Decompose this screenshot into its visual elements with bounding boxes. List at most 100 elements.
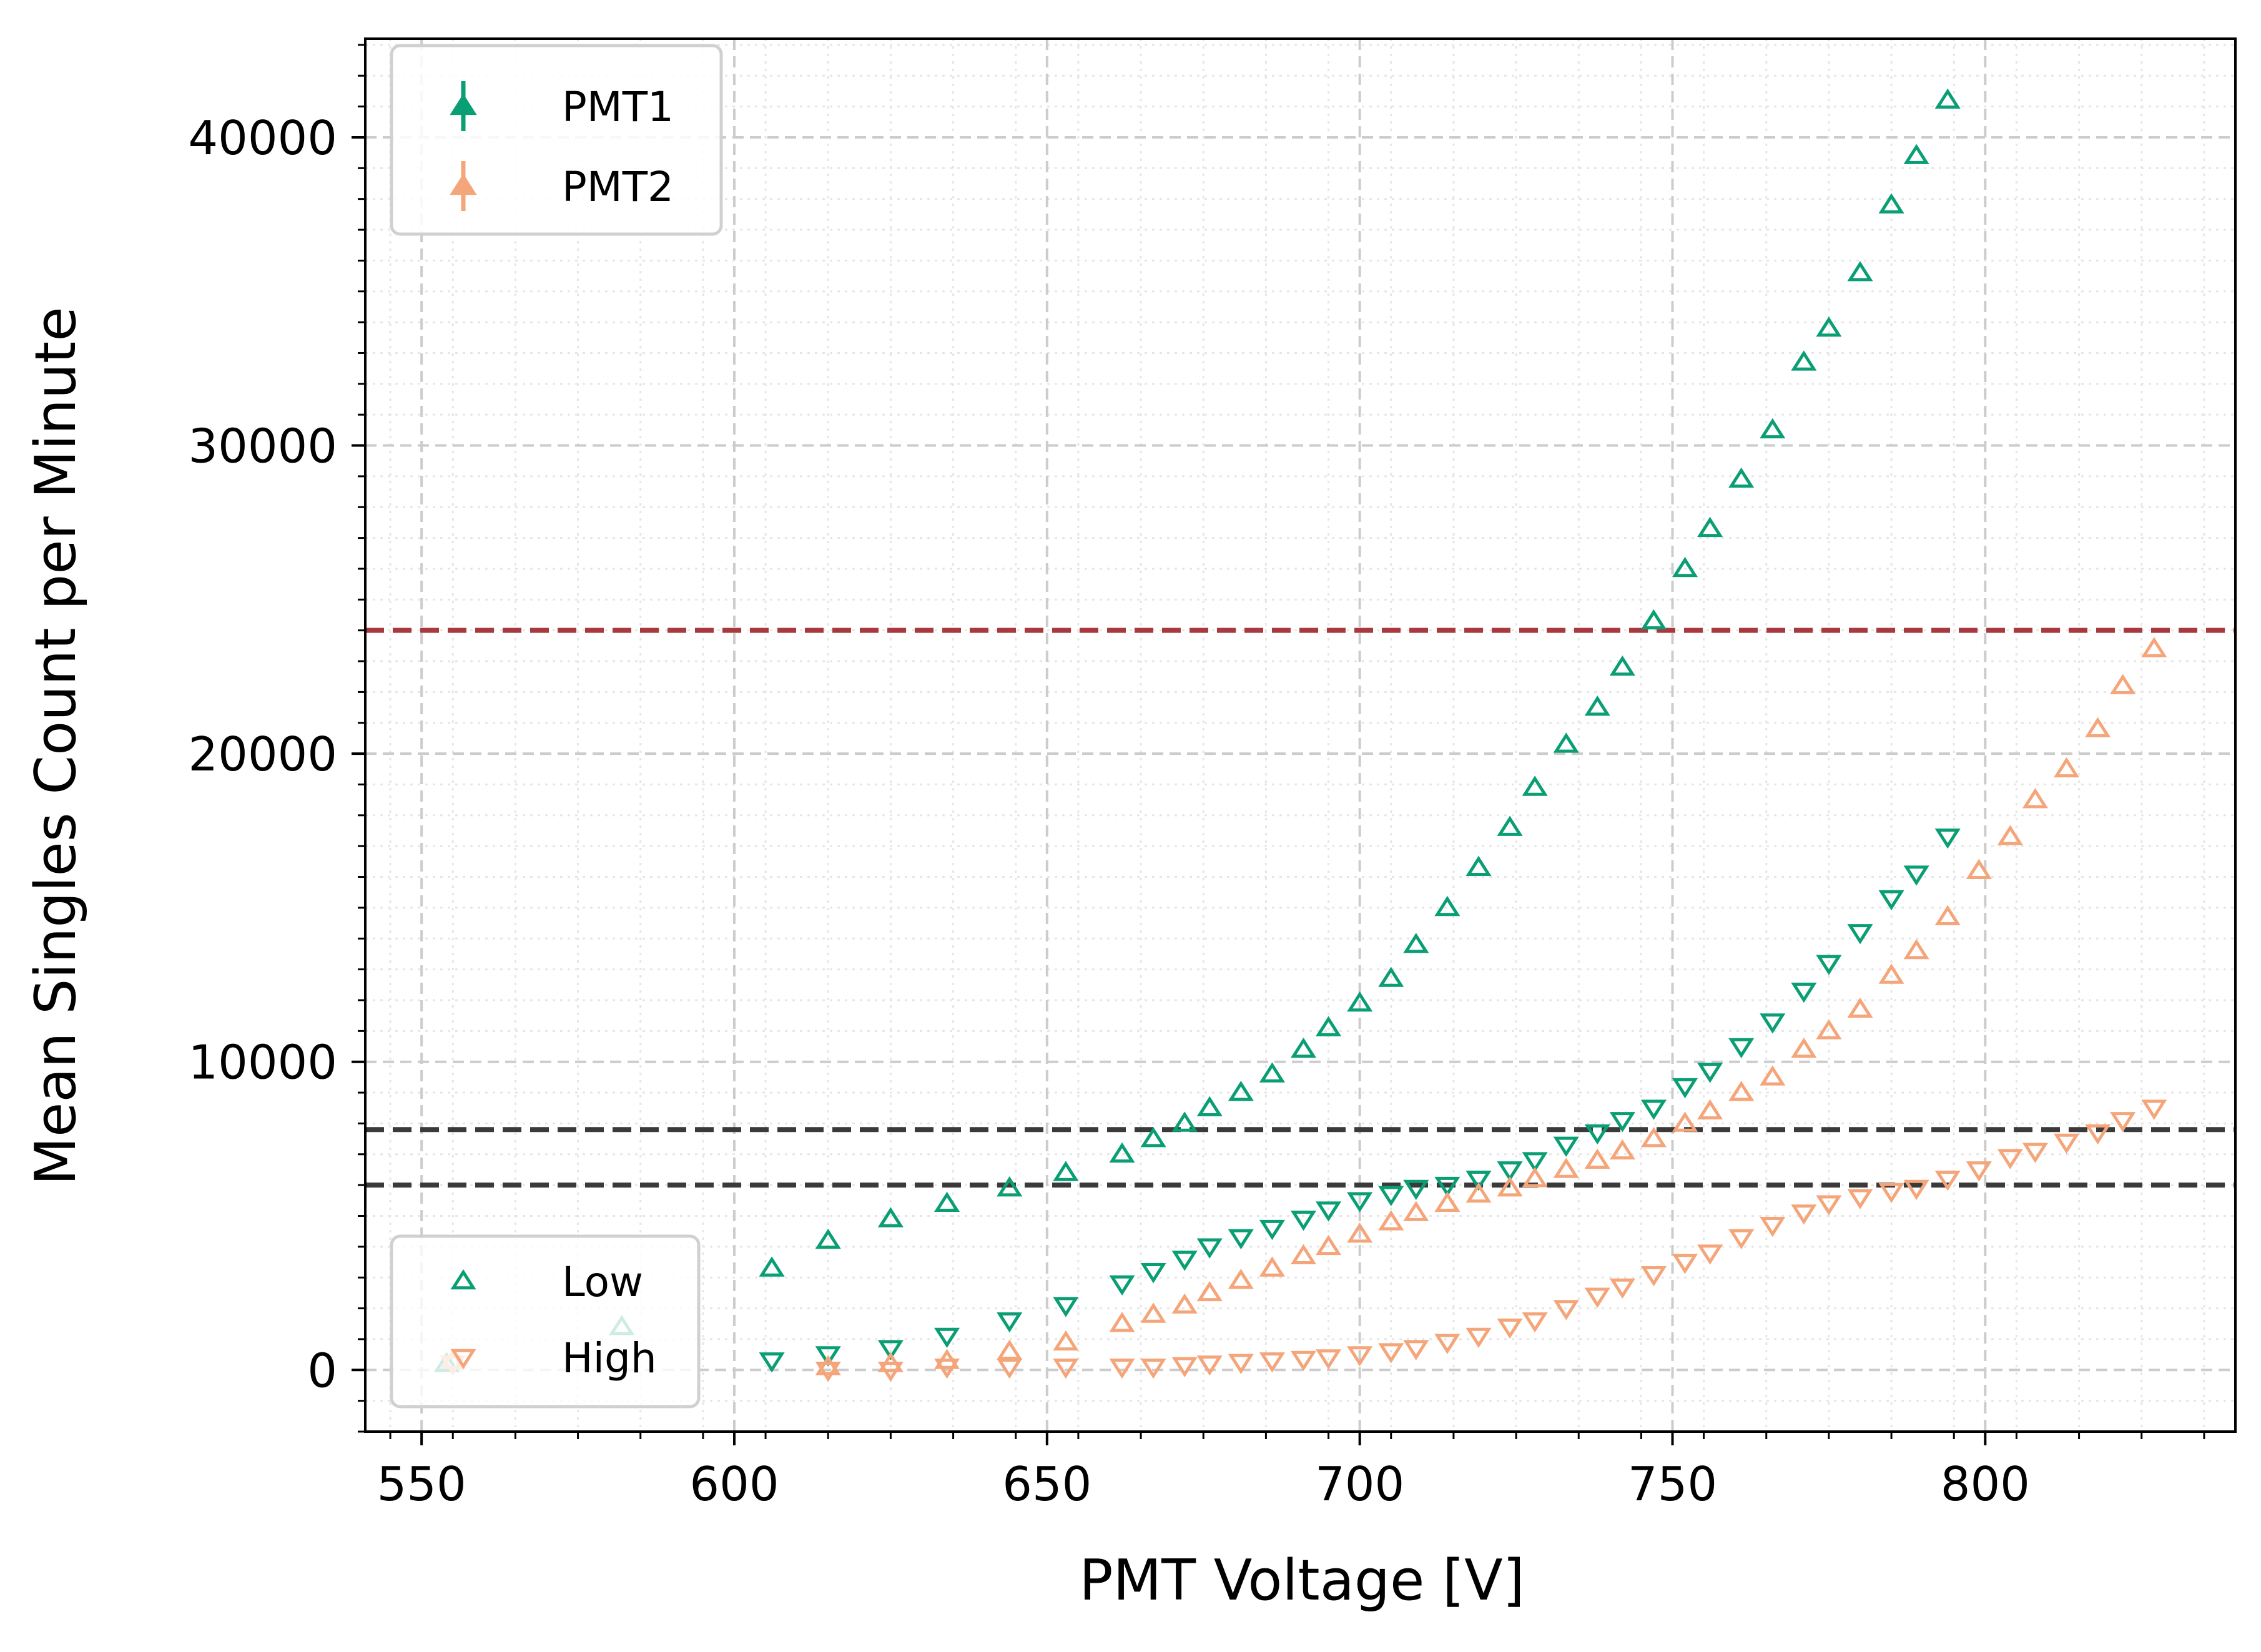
data-point bbox=[1584, 1148, 1610, 1169]
data-point bbox=[1672, 556, 1698, 578]
data-point bbox=[1259, 1352, 1285, 1373]
data-point bbox=[1640, 1266, 1667, 1287]
triangle-down-icon bbox=[450, 1349, 476, 1370]
data-point bbox=[815, 1361, 841, 1382]
data-point bbox=[2053, 1133, 2080, 1154]
x-tick-label: 700 bbox=[1315, 1457, 1404, 1512]
data-point bbox=[1609, 1139, 1635, 1160]
x-tick-label: 800 bbox=[1941, 1457, 2030, 1512]
data-point bbox=[1403, 1179, 1429, 1201]
data-point bbox=[1609, 1112, 1635, 1133]
data-point bbox=[1196, 1355, 1223, 1376]
data-point bbox=[1609, 1278, 1635, 1299]
data-point bbox=[1791, 1204, 1817, 1225]
data-point bbox=[1228, 1229, 1254, 1250]
y-tick-label: 30000 bbox=[188, 419, 337, 474]
y-tick-label: 10000 bbox=[188, 1035, 337, 1090]
data-point bbox=[997, 1312, 1023, 1333]
data-point bbox=[1997, 825, 2023, 845]
data-point bbox=[877, 1207, 904, 1227]
data-point bbox=[1816, 1019, 1842, 1040]
data-point bbox=[1728, 1038, 1755, 1059]
data-point bbox=[997, 1176, 1023, 1197]
data-point bbox=[1171, 1251, 1198, 1271]
data-point bbox=[1465, 1327, 1492, 1349]
legend-marker-icon bbox=[450, 174, 477, 195]
data-point bbox=[1196, 1281, 1223, 1302]
data-point bbox=[2085, 717, 2111, 737]
y-tick-label: 20000 bbox=[188, 727, 337, 782]
data-point bbox=[759, 1256, 785, 1277]
data-point bbox=[1434, 895, 1461, 917]
data-point bbox=[1640, 1099, 1667, 1120]
data-point bbox=[1465, 1170, 1492, 1191]
data-point bbox=[2110, 674, 2136, 694]
plot-frame bbox=[364, 37, 2237, 1433]
data-point bbox=[1053, 1161, 1079, 1181]
data-point bbox=[2085, 1124, 2111, 1145]
data-point bbox=[1816, 316, 1842, 337]
grid bbox=[365, 39, 2235, 1433]
data-point bbox=[1640, 1127, 1667, 1148]
data-point bbox=[1053, 1359, 1079, 1379]
data-point bbox=[1816, 955, 1842, 975]
data-point bbox=[1290, 1244, 1317, 1264]
data-point bbox=[1140, 1359, 1166, 1379]
data-point bbox=[1553, 1136, 1579, 1158]
data-point bbox=[1497, 1176, 1523, 1197]
data-point bbox=[1728, 467, 1755, 488]
data-point bbox=[997, 1359, 1023, 1379]
data-point bbox=[1497, 1318, 1523, 1339]
data-point bbox=[1760, 418, 1786, 439]
data-point bbox=[1522, 775, 1548, 796]
data-point bbox=[1347, 1192, 1373, 1212]
data-point bbox=[934, 1359, 960, 1379]
data-point bbox=[1347, 991, 1373, 1012]
data-point bbox=[1290, 1037, 1317, 1058]
data-point bbox=[1378, 966, 1404, 987]
data-point bbox=[1259, 1219, 1285, 1241]
data-point bbox=[1791, 1037, 1817, 1058]
data-point bbox=[1553, 1300, 1579, 1320]
data-point bbox=[1403, 933, 1429, 953]
data-point bbox=[1878, 963, 1904, 984]
data-point bbox=[1290, 1350, 1317, 1372]
data-point bbox=[1903, 938, 1929, 960]
data-point bbox=[1553, 732, 1579, 753]
data-point bbox=[877, 1361, 904, 1382]
data-point bbox=[1672, 1111, 1698, 1132]
data-point bbox=[1434, 1176, 1461, 1197]
data-point bbox=[1697, 1063, 1723, 1083]
data-point bbox=[1140, 1263, 1166, 1284]
data-point bbox=[1378, 1186, 1404, 1207]
data-point bbox=[1903, 865, 1929, 886]
data-point bbox=[1316, 1349, 1342, 1370]
tick-labels: 550 600 650 700 750 800 0 10000 20000 30000 40000 bbox=[188, 111, 2030, 1512]
data-point bbox=[2141, 637, 2167, 657]
data-point bbox=[1109, 1359, 1135, 1379]
data-point bbox=[1434, 1191, 1461, 1212]
y-tick-label: 40000 bbox=[188, 111, 337, 165]
data-point bbox=[1378, 1210, 1404, 1231]
data-point bbox=[1791, 982, 1817, 1003]
data-point bbox=[1903, 144, 1929, 164]
data-point bbox=[1378, 1343, 1404, 1364]
data-point bbox=[1109, 1312, 1135, 1332]
data-point bbox=[815, 1346, 841, 1367]
data-point bbox=[1816, 1195, 1842, 1216]
x-tick-label: 750 bbox=[1628, 1457, 1717, 1512]
x-tick-label: 550 bbox=[377, 1457, 466, 1512]
data-point bbox=[1672, 1254, 1698, 1274]
data-point bbox=[1847, 1189, 1873, 1209]
triangle-up-icon bbox=[450, 1269, 476, 1290]
legend-label: Low bbox=[562, 1258, 643, 1306]
data-point bbox=[1171, 1357, 1198, 1377]
data-point bbox=[1640, 609, 1667, 630]
data-point bbox=[1584, 1124, 1610, 1145]
data-point bbox=[2053, 757, 2080, 778]
data-point bbox=[1140, 1302, 1166, 1323]
data-point bbox=[1878, 1182, 1904, 1204]
data-point bbox=[1697, 516, 1723, 538]
